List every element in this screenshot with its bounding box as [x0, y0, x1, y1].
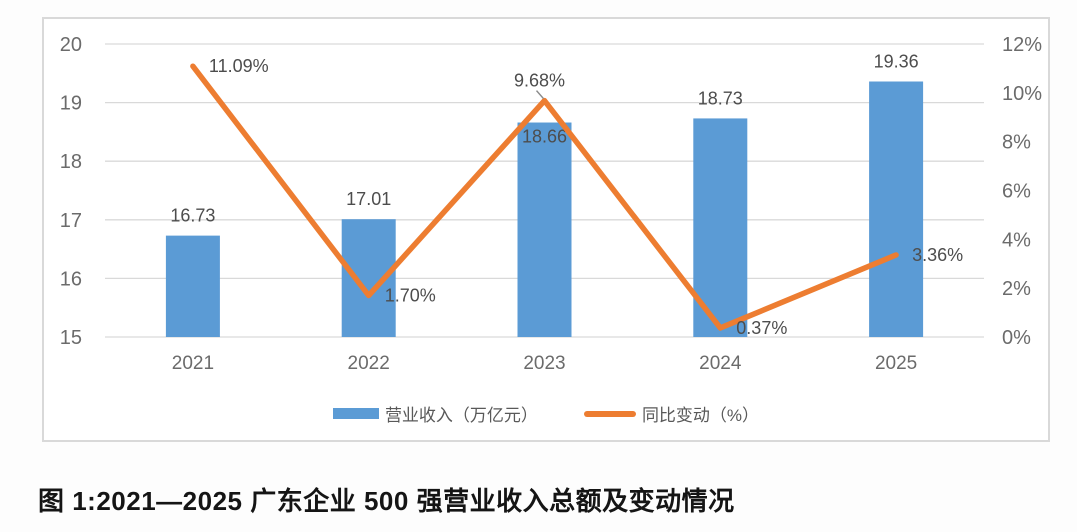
y-axis-left-tick: 15: [60, 327, 82, 349]
y-axis-right-tick: 0%: [1002, 327, 1031, 349]
legend-item-revenue: 营业收入（万亿元）: [332, 401, 538, 426]
y-axis-left-tick: 17: [60, 210, 82, 232]
chart-legend: 营业收入（万亿元） 同比变动（%）: [44, 401, 1048, 426]
bar-2021: [165, 235, 220, 337]
bar-2025: [869, 81, 924, 337]
y-axis-left-tick: 20: [60, 34, 82, 56]
combo-chart: 20 19 18 17 16 15 12% 10% 8% 6% 4% 2% 0% 2021 2022 2023…: [60, 34, 1042, 374]
x-axis-label: 2024: [699, 353, 742, 374]
y-axis-left-tick: 18: [60, 151, 82, 173]
x-axis-label: 2021: [172, 353, 214, 374]
line-value-label: 11.09%: [209, 56, 269, 76]
legend-item-yoy-change: 同比变动（%）: [583, 401, 760, 426]
yoy-change-line: [190, 63, 899, 331]
line-value-label: 9.68%: [514, 71, 565, 91]
bar-value-label: 17.01: [346, 189, 391, 209]
y-axis-right-tick: 12%: [1002, 34, 1042, 56]
label-leader-line: [535, 90, 545, 100]
y-axis-right-tick: 10%: [1002, 83, 1042, 105]
y-axis-right-tick: 2%: [1002, 278, 1031, 300]
legend-bar-swatch-icon: [332, 408, 379, 419]
y-axis-left-tick: 16: [60, 268, 82, 290]
y-axis-right-tick: 4%: [1002, 229, 1031, 251]
bar-value-label: 16.73: [170, 206, 215, 226]
legend-label-yoy-change: 同比变动（%）: [641, 406, 760, 425]
x-axis-label: 2022: [348, 353, 390, 374]
bar-value-label: 18.66: [522, 127, 567, 147]
chart-area: 20 19 18 17 16 15 12% 10% 8% 6% 4% 2% 0% 2021 2022 2023…: [42, 17, 1050, 442]
y-axis-left-tick: 19: [60, 93, 82, 115]
y-axis-right-tick: 8%: [1002, 132, 1031, 154]
legend-label-revenue: 营业收入（万亿元）: [384, 406, 538, 425]
bar-value-label: 19.36: [874, 52, 919, 72]
y-axis-right-tick: 6%: [1002, 181, 1031, 203]
legend-line-swatch-icon: [583, 410, 636, 417]
line-value-label: 1.70%: [385, 285, 436, 305]
line-value-label: 3.36%: [912, 245, 963, 265]
line-value-label: 0.37%: [736, 318, 787, 338]
bar-2023: [517, 122, 572, 337]
bar-value-label: 18.73: [698, 88, 743, 108]
figure-caption: 图 1:2021—2025 广东企业 500 强营业收入总额及变动情况: [38, 486, 735, 516]
x-axis-label: 2023: [523, 353, 565, 374]
x-axis-label: 2025: [875, 353, 917, 374]
